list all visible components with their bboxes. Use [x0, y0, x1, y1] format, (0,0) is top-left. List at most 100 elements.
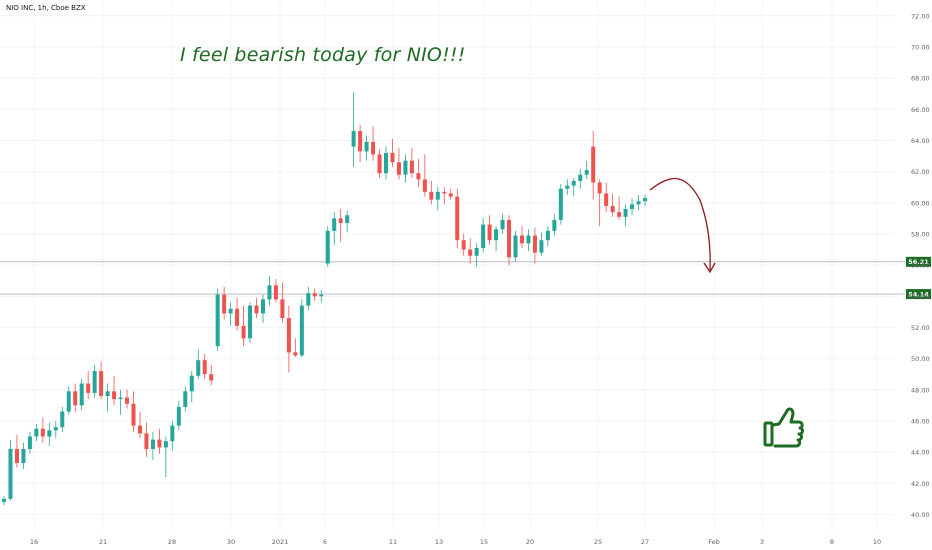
candle-body — [636, 201, 641, 205]
candle-body — [558, 188, 563, 220]
candle-body — [429, 191, 434, 200]
y-tick-label: 60.00 — [911, 199, 930, 207]
candle-body — [377, 154, 382, 174]
candle-body — [73, 391, 78, 406]
y-tick-label: 72.00 — [911, 12, 930, 20]
x-tick-label: 21 — [99, 538, 107, 546]
level-badge-label: 56.21 — [908, 258, 929, 266]
symbol-info: NIO INC, 1h, Cboe BZX — [6, 4, 86, 12]
candle-body — [112, 391, 117, 400]
x-tick-label: 27 — [641, 538, 649, 546]
candle-body — [27, 436, 32, 449]
candle-body — [60, 411, 65, 428]
candle-body — [448, 193, 453, 197]
candle-body — [209, 374, 214, 381]
x-tick-label: 20 — [526, 538, 534, 546]
candle-body — [228, 308, 233, 314]
candle-body — [358, 131, 363, 152]
candle-body — [584, 170, 589, 175]
candle-body — [92, 371, 97, 393]
candle-body — [144, 433, 149, 449]
candlestick-series — [1, 92, 648, 506]
y-tick-label: 70.00 — [911, 43, 930, 51]
price-axis: 40.00 42.00 44.00 46.00 48.00 50.00 52.00 54.00… — [911, 12, 930, 519]
x-tick-label: 28 — [168, 538, 176, 546]
y-tick-label: 40.00 — [911, 511, 930, 519]
candle-body — [571, 180, 576, 186]
candle-body — [364, 142, 369, 152]
candle-body — [487, 224, 492, 241]
y-tick-label: 52.00 — [911, 324, 930, 332]
candle-body — [286, 318, 291, 353]
candle-body — [500, 219, 505, 230]
candle-body — [422, 179, 427, 192]
candle-body — [280, 299, 285, 319]
candle-body — [202, 360, 207, 375]
x-tick-label: 11 — [389, 538, 397, 546]
candle-body — [254, 305, 259, 314]
candle-body — [299, 305, 304, 356]
candle-body — [455, 196, 460, 241]
candle-body — [371, 142, 376, 155]
projection-arrow — [649, 177, 711, 271]
candle-body — [435, 191, 440, 200]
candle-body — [99, 371, 104, 396]
candle-body — [267, 285, 272, 300]
candle-body — [53, 427, 58, 431]
x-tick-label: 25 — [594, 538, 602, 546]
candle-body — [47, 430, 52, 437]
candle-body — [396, 162, 401, 175]
y-tick-label: 64.00 — [911, 137, 930, 145]
x-tick-label: 10 — [873, 538, 881, 546]
y-tick-label: 50.00 — [911, 355, 930, 363]
candle-body — [604, 193, 609, 206]
candle-body — [241, 325, 246, 339]
candle-body — [189, 375, 194, 392]
candle-body — [8, 448, 13, 499]
candle-body — [481, 224, 486, 248]
x-tick-label: 15 — [480, 538, 488, 546]
candle-body — [507, 219, 512, 258]
candle-body — [332, 218, 337, 231]
level-badge — [906, 256, 931, 267]
candle-body — [176, 406, 181, 426]
candle-body — [34, 428, 39, 437]
candle-body — [442, 191, 447, 194]
candle-body — [409, 160, 414, 174]
y-tick-label: 44.00 — [911, 449, 930, 457]
chart-grid — [0, 0, 895, 530]
candle-body — [170, 425, 175, 442]
candle-body — [306, 293, 311, 306]
candle-body — [390, 152, 395, 163]
candle-body — [591, 146, 596, 183]
candle-body — [118, 397, 123, 400]
candle-body — [163, 441, 168, 448]
candle-body — [597, 182, 602, 194]
candle-body — [610, 205, 615, 213]
x-tick-label: 6 — [323, 538, 327, 546]
y-tick-label: 56.00 — [911, 262, 930, 270]
candle-body — [66, 391, 71, 412]
candle-body — [526, 235, 531, 244]
x-tick-label: 16 — [30, 538, 38, 546]
candle-body — [222, 294, 227, 314]
candle-body — [79, 383, 84, 406]
candle-body — [565, 185, 570, 189]
candle-body — [630, 204, 635, 210]
horizontal-levels: 56.21 54.14 — [0, 256, 931, 300]
candle-body — [416, 173, 421, 180]
candle-body — [157, 439, 162, 448]
candle-body — [642, 198, 648, 202]
candle-body — [513, 235, 518, 258]
candle-body — [125, 397, 130, 404]
candle-body — [150, 439, 155, 449]
candle-body — [248, 305, 253, 339]
candle-body — [1, 498, 7, 502]
candle-body — [21, 448, 26, 463]
x-tick-label: 30 — [227, 538, 235, 546]
candle-body — [351, 131, 356, 147]
candle-body — [403, 160, 408, 175]
y-tick-label: 66.00 — [911, 106, 930, 114]
x-tick-label: 3 — [760, 538, 764, 546]
